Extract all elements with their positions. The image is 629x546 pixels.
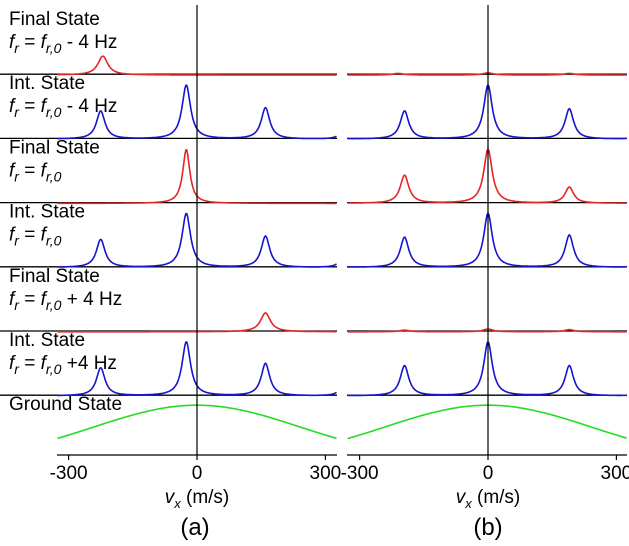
- x-axis-label-b: vx (m/s): [456, 487, 521, 511]
- series-line-b-1: [347, 71, 627, 76]
- x-axis-label-a: vx (m/s): [165, 487, 230, 511]
- row-title-2: Int. State: [9, 73, 85, 94]
- series-line-b-5: [347, 328, 627, 333]
- row-title-6: Int. State: [9, 330, 85, 351]
- x-tick-label-b: -300: [341, 463, 379, 484]
- series-line-b-7: [347, 404, 627, 440]
- row-equation-4: fr = fr,0: [9, 225, 62, 249]
- series-line-b-2: [347, 83, 627, 140]
- x-tick-label-b: 0: [483, 463, 494, 484]
- row-title-5: Final State: [9, 266, 100, 287]
- row-equation-2: fr = fr,0 - 4 Hz: [9, 96, 117, 120]
- x-axes-layer: -300 0 300 vx (m/s) (a) -300 0 300 vx (m/s) (b): [50, 5, 629, 541]
- row-title-7: Ground State: [9, 394, 122, 415]
- row-equation-5: fr = fr,0 + 4 Hz: [9, 289, 122, 313]
- x-tick-label-a: -300: [50, 463, 88, 484]
- row-equation-1: fr = fr,0 - 4 Hz: [9, 32, 117, 56]
- row-equation-6: fr = fr,0 +4 Hz: [9, 353, 117, 377]
- panel-caption-a: (a): [180, 514, 209, 541]
- x-tick-label-a: 0: [192, 463, 203, 484]
- row-title-1: Final State: [9, 9, 100, 30]
- panel-caption-b: (b): [473, 514, 502, 541]
- row-title-4: Int. State: [9, 202, 85, 223]
- row-equation-3: fr = fr,0: [9, 160, 62, 184]
- series-line-b-4: [347, 211, 627, 268]
- row-title-3: Final State: [9, 137, 100, 158]
- series-line-b-3: [347, 147, 627, 204]
- x-tick-label-b: 300: [601, 463, 629, 484]
- series-line-b-6: [347, 340, 627, 397]
- x-tick-label-a: 300: [310, 463, 342, 484]
